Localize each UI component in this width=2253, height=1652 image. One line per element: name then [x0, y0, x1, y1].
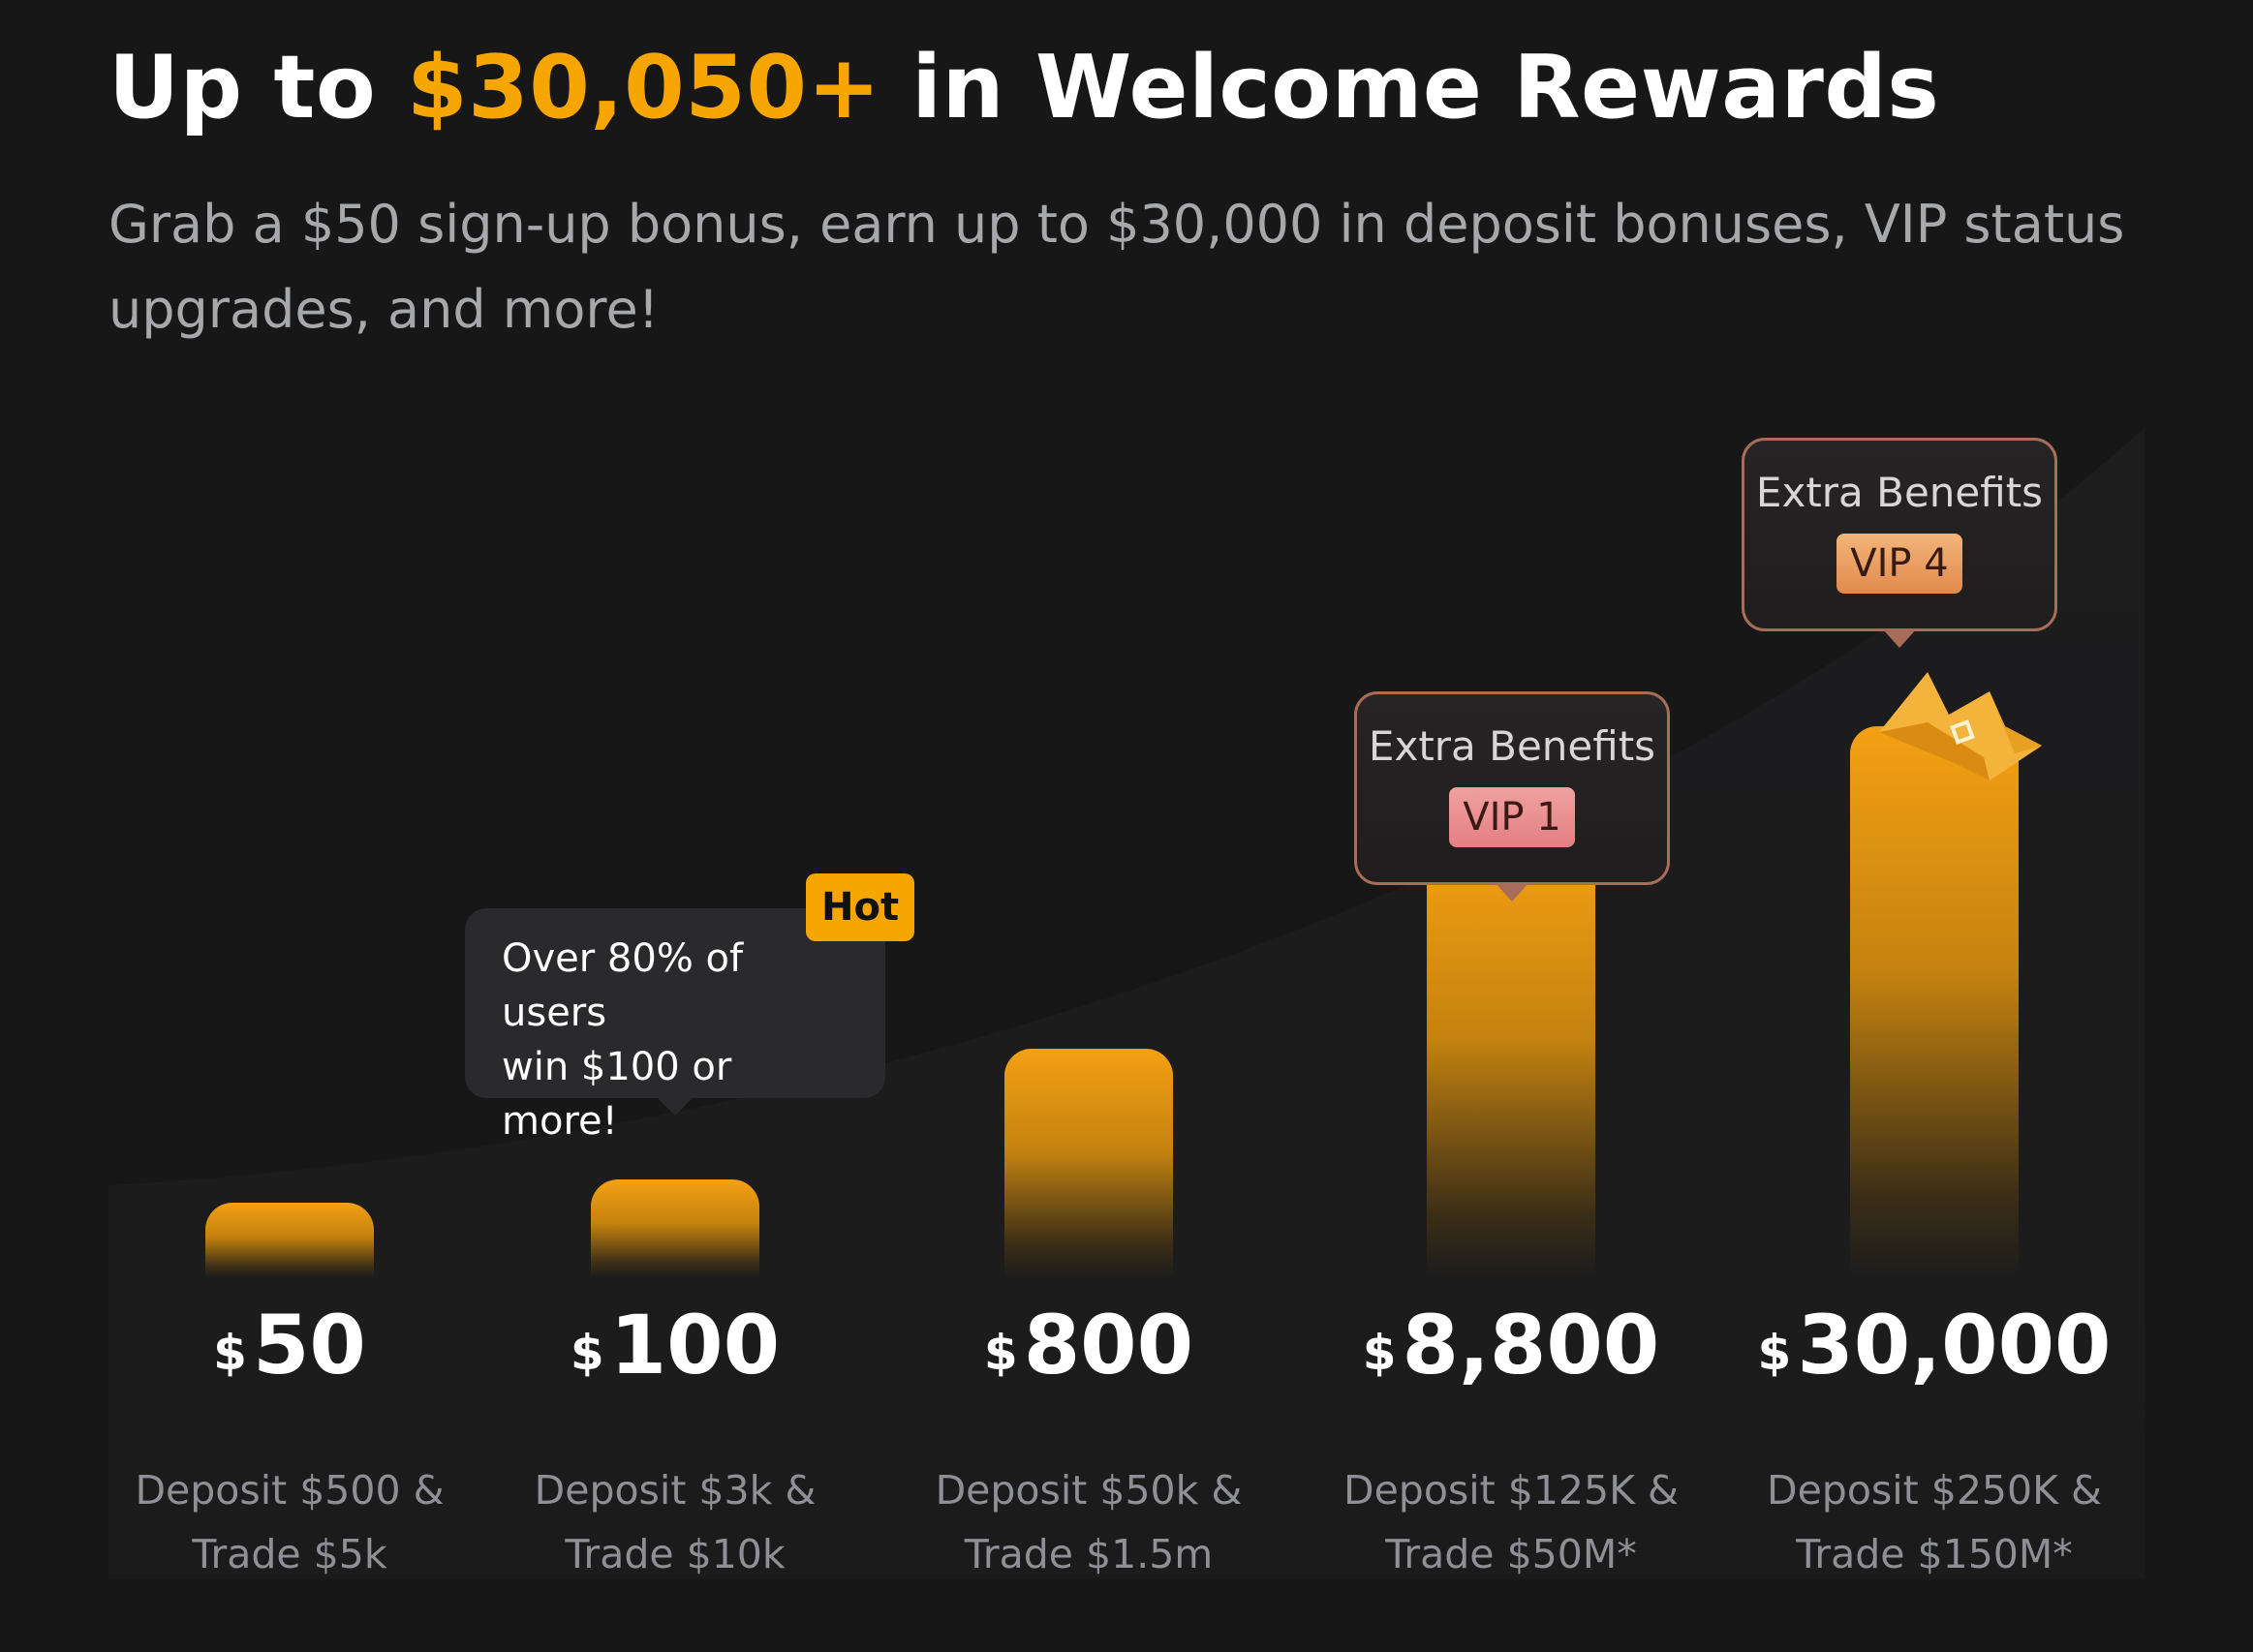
reward-amount: $50 — [86, 1298, 493, 1392]
title-suffix: in Welcome Rewards — [880, 37, 1940, 138]
benefit-title-vip4: Extra Benefits — [1755, 469, 2044, 516]
currency-symbol: $ — [213, 1325, 247, 1381]
reward-requirement: Deposit $125K & Trade $50M* — [1308, 1458, 1714, 1586]
reward-requirement: Deposit $50k & Trade $1.5m — [885, 1458, 1292, 1586]
reward-value: 50 — [252, 1298, 366, 1392]
currency-symbol: $ — [570, 1325, 604, 1381]
growth-curve-area — [108, 428, 2145, 1578]
reward-bar — [1427, 844, 1595, 1278]
reward-amount: $30,000 — [1731, 1298, 2138, 1392]
reward-bar — [205, 1203, 374, 1278]
crown-icon — [1879, 672, 2042, 780]
reward-requirement: Deposit $500 & Trade $5k — [86, 1458, 493, 1586]
requirement-deposit: Deposit $500 & — [135, 1467, 445, 1514]
requirement-trade: Trade $50M* — [1385, 1531, 1637, 1577]
tooltip-line-1: Over 80% of users — [502, 936, 744, 1035]
reward-amount: $100 — [472, 1298, 879, 1392]
reward-value: 100 — [609, 1298, 781, 1392]
reward-bar — [1850, 726, 2019, 1278]
reward-amount: $800 — [885, 1298, 1292, 1392]
vip4-badge: VIP 4 — [1836, 534, 1962, 594]
currency-symbol: $ — [1362, 1325, 1397, 1381]
page-subtitle: Grab a $50 sign-up bonus, earn up to $30… — [108, 194, 2125, 340]
requirement-trade: Trade $10k — [565, 1531, 786, 1577]
reward-requirement: Deposit $250K & Trade $150M* — [1731, 1458, 2138, 1586]
requirement-deposit: Deposit $3k & — [534, 1467, 817, 1514]
currency-symbol: $ — [983, 1325, 1018, 1381]
reward-value: 30,000 — [1797, 1298, 2112, 1392]
requirement-deposit: Deposit $125K & — [1343, 1467, 1679, 1514]
reward-value: 800 — [1023, 1298, 1194, 1392]
hot-badge: Hot — [806, 873, 915, 941]
benefit-title-vip1: Extra Benefits — [1368, 722, 1656, 770]
requirement-trade: Trade $150M* — [1796, 1531, 2073, 1577]
tooltip-line-2: win $100 or more! — [502, 1045, 732, 1144]
vip1-badge: VIP 1 — [1449, 787, 1575, 847]
requirement-deposit: Deposit $250K & — [1767, 1467, 2102, 1514]
reward-bar — [591, 1178, 759, 1278]
reward-requirement: Deposit $3k & Trade $10k — [472, 1458, 879, 1586]
reward-bar — [1004, 1048, 1173, 1278]
requirement-trade: Trade $1.5m — [964, 1531, 1214, 1577]
requirement-deposit: Deposit $50k & — [935, 1467, 1243, 1514]
title-prefix: Up to — [108, 37, 408, 138]
reward-amount: $8,800 — [1308, 1298, 1714, 1392]
reward-value: 8,800 — [1402, 1298, 1660, 1392]
title-amount: $30,050+ — [407, 37, 881, 138]
benefit-card-vip1: Extra Benefits VIP 1 — [1354, 691, 1670, 902]
page-title: Up to $30,050+ in Welcome Rewards — [108, 37, 1939, 138]
currency-symbol: $ — [1757, 1325, 1792, 1381]
benefit-card-vip4: Extra Benefits VIP 4 — [1742, 438, 2057, 648]
requirement-trade: Trade $5k — [192, 1531, 387, 1577]
